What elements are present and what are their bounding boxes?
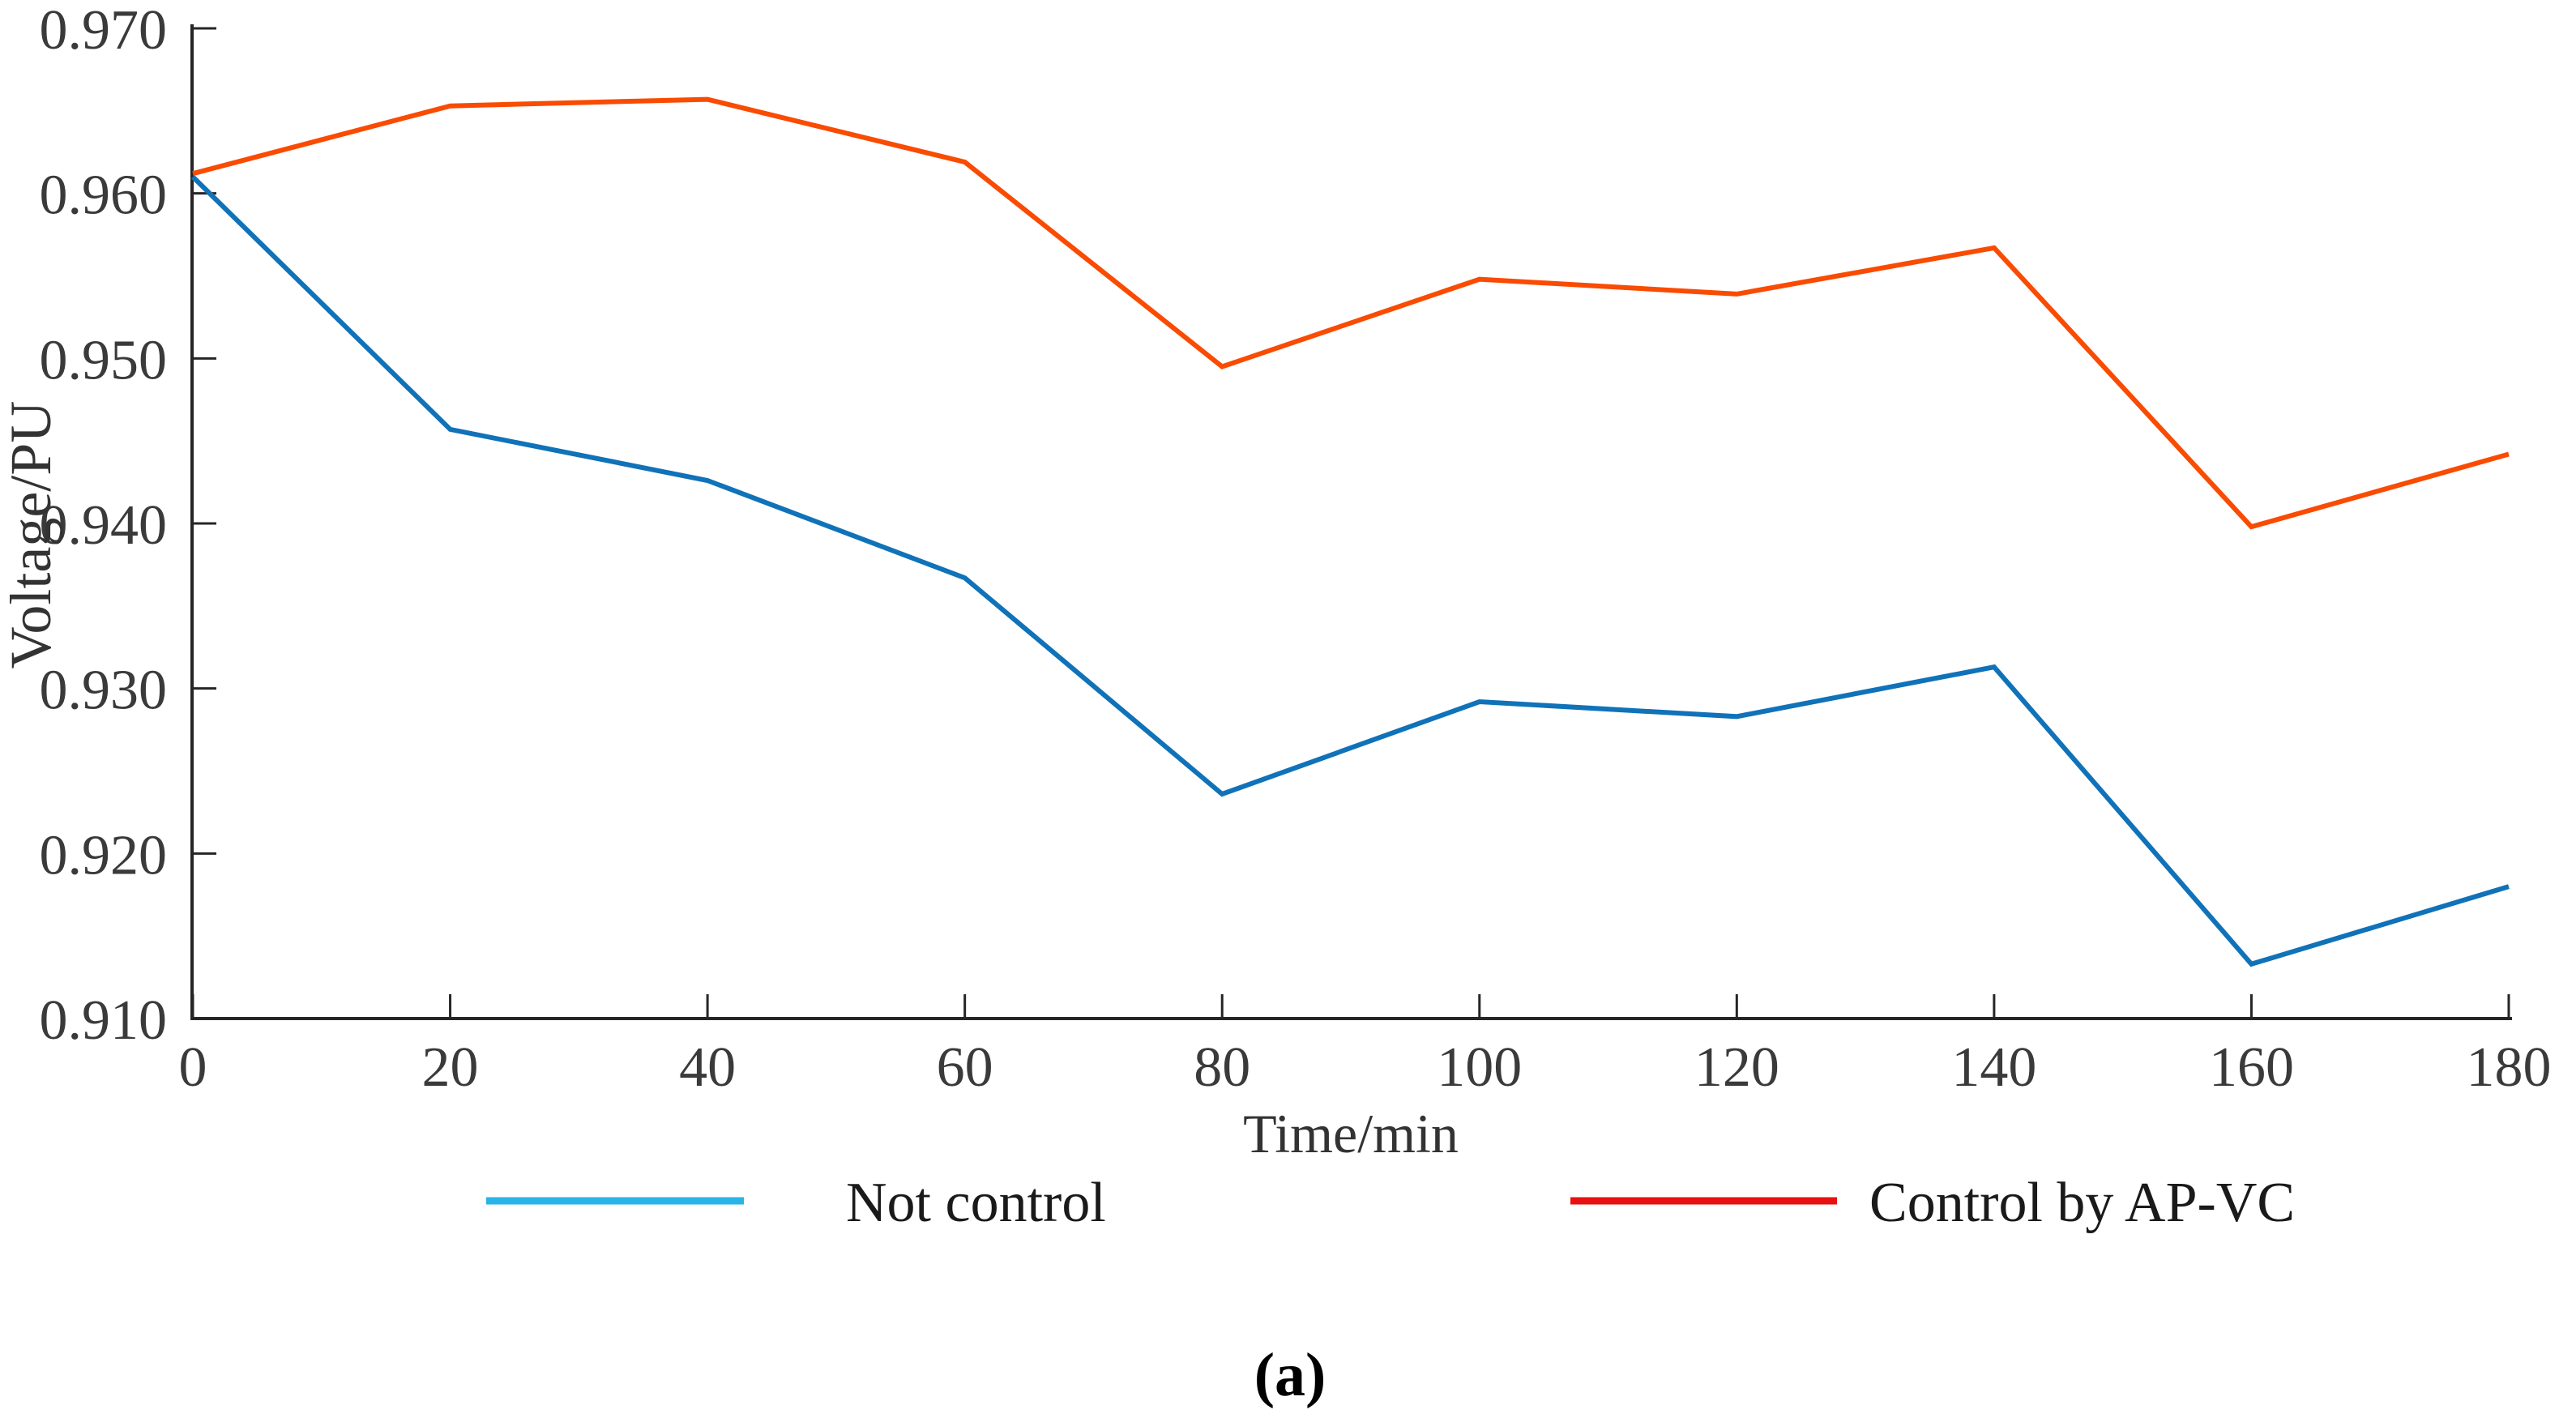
x-tick-label: 40 [679, 1036, 736, 1099]
x-tick-label: 100 [1437, 1036, 1522, 1099]
not-control-line [190, 175, 2510, 967]
x-tick-label: 140 [1951, 1036, 2036, 1099]
x-tick-label: 20 [422, 1036, 479, 1099]
y-tick-label: 0.950 [40, 329, 168, 391]
legend-label-not-control: Not control [846, 1172, 1106, 1234]
y-tick-label: 0.940 [40, 494, 168, 557]
y-tick-label: 0.960 [40, 164, 168, 227]
control-by-ap-vc-line [192, 96, 2510, 530]
x-tick-group: 0 20 40 60 80 100 120 140 160 180 [179, 994, 2552, 1099]
x-tick-label: 80 [1194, 1036, 1250, 1099]
x-tick-label: 120 [1694, 1036, 1779, 1099]
x-tick-label: 0 [179, 1036, 207, 1099]
x-axis-title: Time/min [1243, 1103, 1459, 1164]
subfigure-caption: (a) [1254, 1341, 1326, 1409]
legend: Not control Control by AP-VC [486, 1172, 2295, 1234]
x-tick-label: 160 [2209, 1036, 2294, 1099]
x-tick-label: 60 [937, 1036, 993, 1099]
y-tick-label: 0.920 [40, 824, 168, 886]
y-tick-label: 0.910 [40, 989, 168, 1052]
y-tick-group: 0.910 0.920 0.930 0.940 0.950 0.960 0.970 [40, 0, 216, 1052]
y-axis-title: Voltage/PU [0, 401, 63, 669]
axes [190, 24, 2512, 1020]
legend-label-control-by-ap-vc: Control by AP-VC [1869, 1172, 2295, 1234]
y-tick-label: 0.970 [40, 0, 168, 62]
x-tick-label: 180 [2467, 1036, 2552, 1099]
series-lines-group [190, 96, 2510, 967]
y-tick-label: 0.930 [40, 660, 168, 722]
